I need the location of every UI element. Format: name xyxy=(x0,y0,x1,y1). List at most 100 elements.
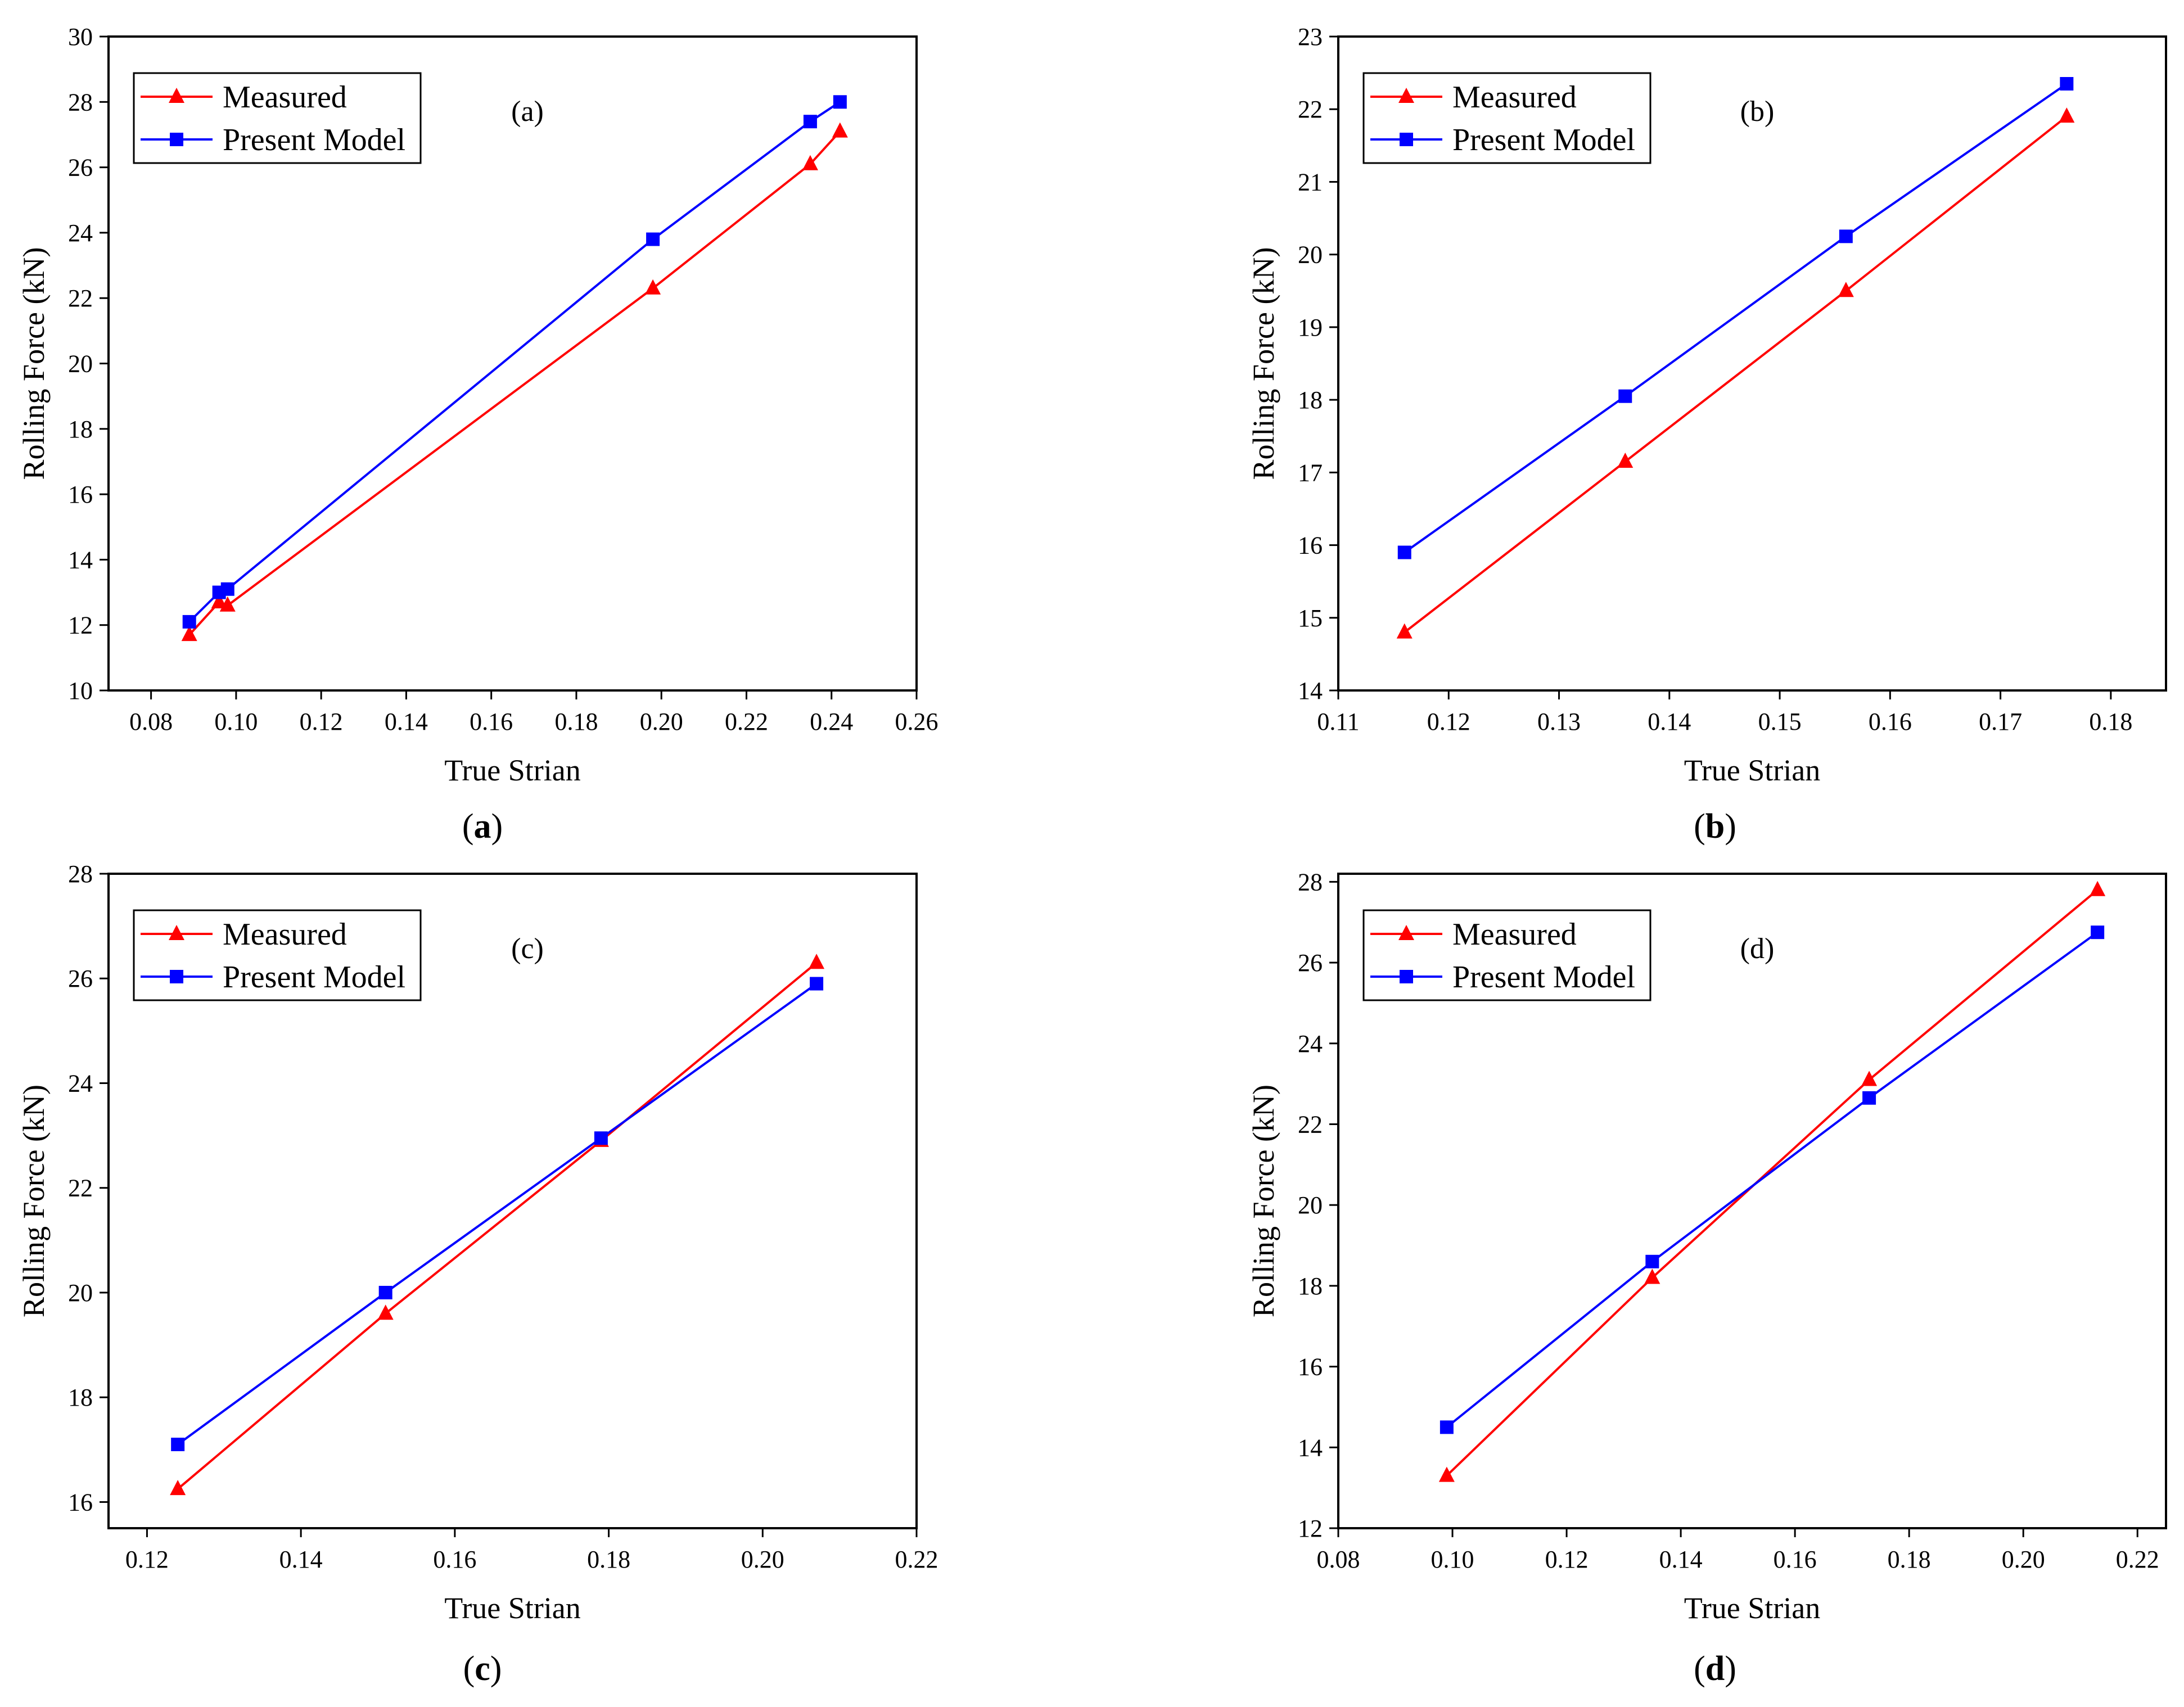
caption-letter: d xyxy=(1705,1650,1725,1688)
x-axis-title: True Strian xyxy=(444,753,581,787)
y-axis-title: Rolling Force (kN) xyxy=(17,1085,51,1317)
x-tick-label: 0.20 xyxy=(640,708,683,735)
y-tick-label: 21 xyxy=(1298,168,1323,196)
y-tick-label: 16 xyxy=(68,1488,93,1516)
legend-box xyxy=(1362,909,1651,1001)
legend: Measured Present Model xyxy=(133,909,422,1001)
y-tick-label: 26 xyxy=(68,154,93,182)
data-point-triangle xyxy=(219,596,236,612)
series-measured xyxy=(1396,107,2075,639)
legend: Measured Present Model xyxy=(133,72,422,164)
legend-box xyxy=(133,909,422,1001)
x-tick-label: 0.08 xyxy=(1317,1546,1360,1573)
caption-paren-close: ) xyxy=(1725,807,1736,846)
series-line xyxy=(188,101,841,623)
panel-caption: (b) xyxy=(1694,807,1736,846)
y-tick-label: 26 xyxy=(68,965,93,992)
x-tick-label: 0.26 xyxy=(895,708,938,735)
data-point-square xyxy=(833,95,847,109)
y-tick-label: 16 xyxy=(68,481,93,508)
x-tick-label: 0.13 xyxy=(1537,708,1581,735)
legend-marker-triangle xyxy=(1398,88,1414,103)
legend-marker-triangle xyxy=(169,925,184,940)
x-tick-label: 0.12 xyxy=(300,708,343,735)
y-tick-label: 16 xyxy=(1298,1353,1323,1381)
data-point-square xyxy=(182,615,196,629)
x-tick-label: 0.20 xyxy=(2002,1546,2045,1573)
x-tick-label: 0.14 xyxy=(279,1546,323,1573)
series-present-model xyxy=(1397,76,2074,559)
x-tick-label: 0.16 xyxy=(1869,708,1912,735)
x-tick-label: 0.12 xyxy=(1427,708,1470,735)
series-measured xyxy=(170,954,825,1496)
x-tick-label: 0.14 xyxy=(1659,1546,1703,1573)
x-tick-label: 0.22 xyxy=(2116,1546,2159,1573)
y-axis-title: Rolling Force (kN) xyxy=(1247,1085,1280,1317)
legend-label: Present Model xyxy=(1452,123,1635,157)
data-point-square xyxy=(1862,1091,1876,1105)
y-tick-label: 20 xyxy=(68,1279,93,1307)
legend-marker-triangle xyxy=(169,88,184,103)
data-point-triangle xyxy=(2090,880,2106,896)
panel-caption: (c) xyxy=(463,1650,502,1688)
caption-paren-open: ( xyxy=(463,1650,475,1688)
data-point-triangle xyxy=(809,954,825,969)
y-tick-label: 20 xyxy=(1298,241,1323,269)
data-point-triangle xyxy=(181,626,197,642)
y-tick-label: 24 xyxy=(68,1069,93,1097)
y-tick-label: 23 xyxy=(1298,23,1323,51)
series-present-model xyxy=(182,95,847,629)
x-tick-label: 0.17 xyxy=(1979,708,2022,735)
y-tick-label: 14 xyxy=(1298,677,1323,705)
chart-panel-c: 0.12 0.14 0.16 0.18 0.20 0.22 16 18 20 22 24 26 28 Tr… xyxy=(17,860,938,1688)
y-tick-label: 12 xyxy=(1298,1515,1323,1542)
legend-marker-square xyxy=(1400,133,1413,146)
x-tick-label: 0.12 xyxy=(125,1546,169,1573)
data-point-square xyxy=(1839,229,1853,243)
x-tick-label: 0.20 xyxy=(741,1546,784,1573)
y-tick-label: 18 xyxy=(1298,386,1323,414)
data-point-triangle xyxy=(645,279,661,295)
legend-label: Present Model xyxy=(1452,960,1635,995)
panel-tag: (b) xyxy=(1740,96,1775,128)
y-tick-label: 28 xyxy=(1298,868,1323,896)
y-tick-label: 18 xyxy=(68,416,93,443)
x-tick-label: 0.16 xyxy=(1774,1546,1817,1573)
series-line xyxy=(1404,83,2068,554)
series-measured xyxy=(181,122,848,642)
x-tick-label: 0.11 xyxy=(1317,708,1359,735)
data-point-triangle xyxy=(1396,623,1413,639)
legend-marker-triangle xyxy=(1398,925,1414,940)
y-tick-label: 16 xyxy=(1298,532,1323,559)
y-tick-label: 18 xyxy=(1298,1272,1323,1300)
x-tick-label: 0.18 xyxy=(587,1546,630,1573)
y-tick-label: 12 xyxy=(68,612,93,639)
x-tick-label: 0.16 xyxy=(470,708,513,735)
legend-label: Measured xyxy=(1452,917,1577,952)
x-tick-label: 0.18 xyxy=(1888,1546,1931,1573)
legend-box xyxy=(1362,72,1651,164)
y-tick-label: 22 xyxy=(68,1175,93,1202)
y-tick-label: 22 xyxy=(68,284,93,312)
x-axis-title: True Strian xyxy=(444,1591,581,1625)
chart-panel-a: 0.08 0.10 0.12 0.14 0.16 0.18 0.20 0.22 0.24 0.26… xyxy=(17,23,938,846)
data-point-triangle xyxy=(1861,1071,1878,1086)
y-tick-label: 22 xyxy=(1298,1110,1323,1138)
legend-marker-square xyxy=(170,970,183,983)
y-axis-title: Rolling Force (kN) xyxy=(17,247,51,480)
y-tick-label: 24 xyxy=(1298,1030,1323,1058)
legend-label: Present Model xyxy=(223,123,405,157)
data-point-triangle xyxy=(1644,1268,1660,1284)
x-axis-title: True Strian xyxy=(1684,753,1821,787)
x-tick-label: 0.18 xyxy=(2089,708,2132,735)
y-tick-label: 26 xyxy=(1298,949,1323,977)
y-tick-label: 28 xyxy=(68,88,93,116)
y-tick-label: 14 xyxy=(1298,1434,1323,1461)
caption-paren-open: ( xyxy=(1694,807,1705,846)
data-point-square xyxy=(2091,925,2105,940)
x-tick-label: 0.10 xyxy=(214,708,258,735)
y-tick-label: 14 xyxy=(68,546,93,573)
plot-frame xyxy=(1337,873,2167,1529)
data-point-triangle xyxy=(377,1304,394,1320)
